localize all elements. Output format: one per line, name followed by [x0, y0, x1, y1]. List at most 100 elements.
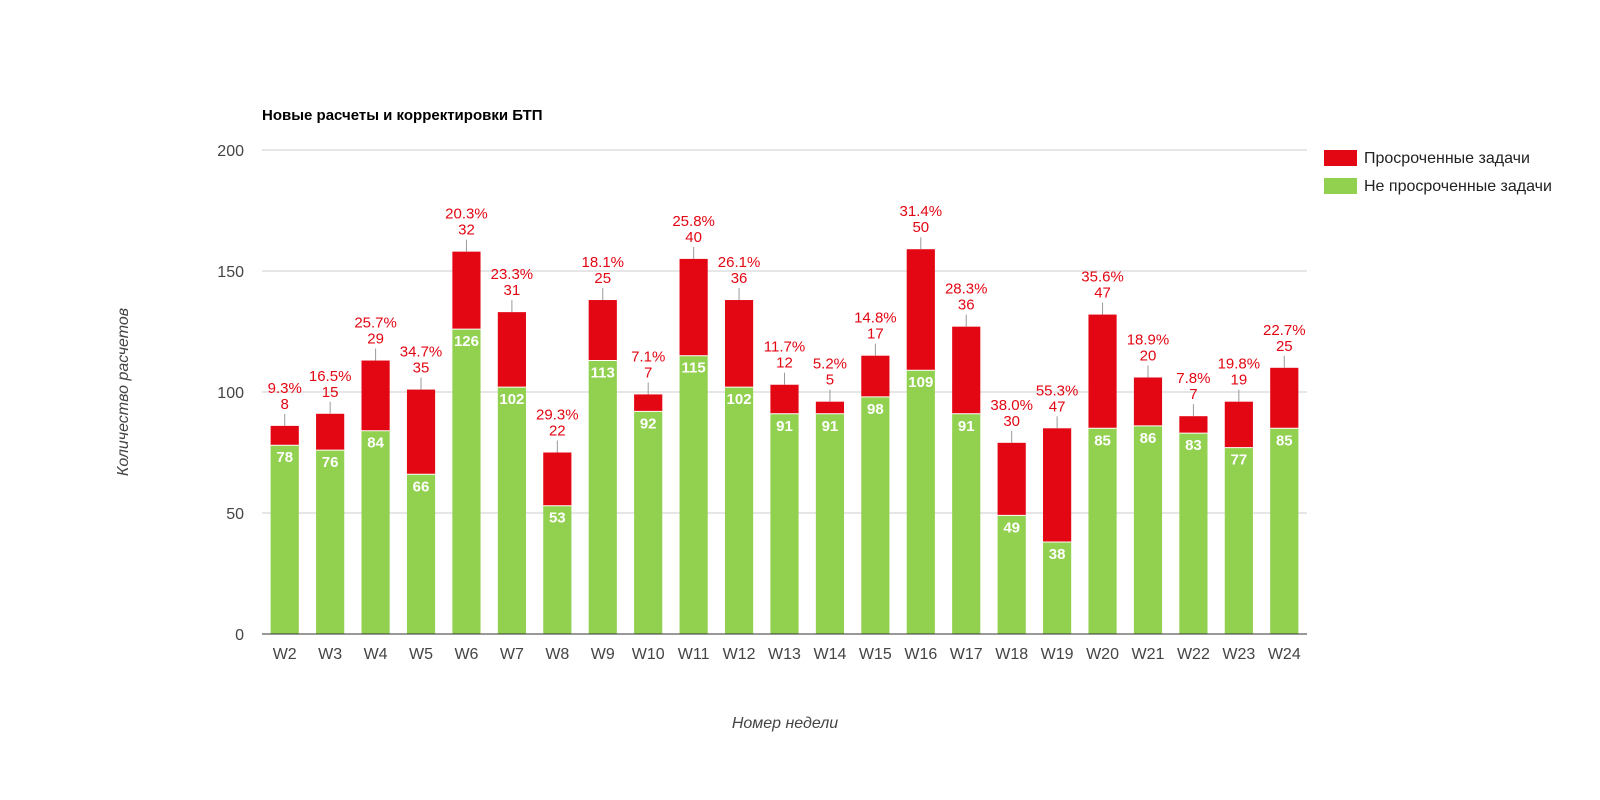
overdue-share-label: 31.4%	[900, 203, 943, 220]
value-label-overdue: 32	[458, 222, 475, 239]
value-label-not-overdue: 84	[367, 435, 384, 452]
x-tick-label: W13	[768, 646, 801, 663]
bar-overdue	[861, 355, 890, 397]
y-tick-label: 100	[217, 385, 244, 402]
value-label-overdue: 30	[1003, 413, 1020, 430]
y-tick-label: 0	[235, 627, 244, 644]
value-label-overdue: 29	[367, 331, 384, 348]
value-label-not-overdue: 49	[1003, 519, 1020, 536]
x-tick-label: W19	[1041, 646, 1074, 663]
value-label-not-overdue: 78	[276, 449, 293, 466]
bar-overdue	[634, 394, 663, 412]
bar-not-overdue	[906, 370, 935, 634]
value-label-overdue: 22	[549, 423, 566, 440]
overdue-share-label: 14.8%	[854, 310, 897, 327]
value-label-not-overdue: 102	[727, 391, 752, 408]
bar-not-overdue	[361, 430, 390, 634]
value-label-not-overdue: 86	[1140, 430, 1157, 447]
overdue-share-label: 19.8%	[1218, 356, 1261, 373]
legend-swatch	[1324, 178, 1357, 194]
y-tick-label: 150	[217, 264, 244, 281]
bar-overdue	[997, 442, 1026, 516]
bar-overdue	[406, 389, 436, 475]
bar-not-overdue	[815, 413, 845, 634]
value-label-overdue: 7	[644, 364, 652, 381]
bar-not-overdue	[1043, 542, 1072, 634]
overdue-share-label: 18.1%	[581, 254, 624, 271]
x-tick-label: W24	[1268, 646, 1301, 663]
overdue-share-label: 35.6%	[1081, 269, 1124, 286]
value-label-not-overdue: 126	[454, 333, 479, 350]
x-tick-label: W23	[1222, 646, 1255, 663]
value-label-not-overdue: 109	[908, 374, 933, 391]
value-label-not-overdue: 53	[549, 510, 566, 527]
bar-not-overdue	[1179, 433, 1208, 634]
overdue-share-label: 16.5%	[309, 368, 352, 385]
x-tick-label: W17	[950, 646, 983, 663]
bar-not-overdue	[724, 387, 754, 634]
overdue-share-label: 22.7%	[1263, 322, 1306, 339]
x-tick-label: W2	[273, 646, 297, 663]
bar-overdue	[588, 300, 617, 361]
overdue-share-label: 7.1%	[631, 348, 665, 365]
bar-overdue	[724, 300, 754, 388]
overdue-share-label: 20.3%	[445, 206, 488, 223]
value-label-not-overdue: 113	[591, 365, 615, 382]
value-label-not-overdue: 91	[822, 418, 839, 435]
x-tick-label: W22	[1177, 646, 1210, 663]
bar-not-overdue	[997, 515, 1026, 634]
gridlines: 0 50 100 150 200	[217, 143, 1307, 644]
legend-swatch	[1324, 150, 1357, 166]
value-label-overdue: 12	[776, 355, 793, 372]
bar-overdue	[952, 326, 981, 414]
y-axis-title: Количество расчетов	[115, 308, 132, 476]
overdue-share-label: 38.0%	[990, 397, 1033, 414]
legend: Просроченные задачи Не просроченные задач…	[1324, 150, 1552, 195]
x-tick-labels: W2 W3 W4 W5 W6 W7 W8 W9 W10 W11 W12 W13 W14 W15 W16 W17…	[273, 646, 1301, 663]
overdue-share-label: 55.3%	[1036, 382, 1079, 399]
bar-overdue	[452, 251, 481, 330]
overdue-share-label: 26.1%	[718, 254, 761, 271]
bar-overdue	[1133, 377, 1163, 426]
value-label-overdue: 31	[504, 282, 521, 299]
bar-overdue	[1179, 416, 1208, 434]
value-label-overdue: 15	[322, 384, 339, 401]
legend-label: Просроченные задачи	[1364, 150, 1530, 167]
bar-overdue	[679, 258, 708, 356]
value-label-overdue: 35	[413, 360, 430, 377]
x-tick-label: W7	[500, 646, 524, 663]
x-tick-label: W14	[813, 646, 846, 663]
value-label-overdue: 40	[685, 229, 702, 246]
value-label-not-overdue: 76	[322, 454, 339, 471]
bar-not-overdue	[543, 505, 572, 634]
x-axis-title: Номер недели	[732, 715, 838, 732]
bar-overdue	[316, 413, 345, 451]
bar-not-overdue	[1133, 425, 1163, 634]
x-tick-label: W11	[678, 646, 710, 663]
value-label-overdue: 5	[826, 372, 834, 389]
x-tick-label: W21	[1132, 646, 1165, 663]
bar-overdue	[1224, 401, 1253, 448]
bar-not-overdue	[1270, 428, 1299, 634]
bar-overdue	[1270, 367, 1299, 429]
bar-overdue	[361, 360, 390, 431]
x-tick-label: W9	[591, 646, 615, 663]
y-tick-label: 200	[217, 143, 244, 160]
value-label-not-overdue: 91	[776, 418, 793, 435]
value-label-overdue: 19	[1231, 372, 1248, 389]
value-label-overdue: 25	[1276, 338, 1293, 355]
x-tick-label: W4	[364, 646, 388, 663]
bar-not-overdue	[634, 411, 663, 634]
value-label-overdue: 17	[867, 326, 884, 343]
bar-not-overdue	[1224, 447, 1253, 634]
value-label-overdue: 36	[958, 297, 975, 314]
x-tick-label: W8	[545, 646, 569, 663]
chart-title: Новые расчеты и корректировки БТП	[262, 107, 543, 124]
x-tick-label: W16	[904, 646, 937, 663]
value-label-not-overdue: 38	[1049, 546, 1066, 563]
value-label-overdue: 8	[281, 396, 289, 413]
x-tick-label: W6	[454, 646, 478, 663]
bar-not-overdue	[1088, 428, 1117, 634]
bar-not-overdue	[679, 355, 708, 634]
value-label-not-overdue: 91	[958, 418, 975, 435]
